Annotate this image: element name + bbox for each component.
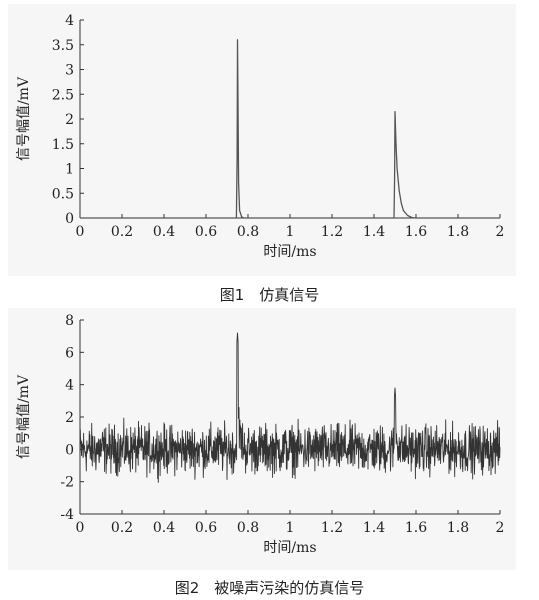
- x-tick-label: 0.2: [111, 520, 133, 536]
- x-tick-label: 0.6: [195, 520, 217, 536]
- signal-series-line: [79, 332, 501, 483]
- x-tick-label: 1: [286, 520, 295, 536]
- y-tick-label: -4: [60, 507, 74, 523]
- y-tick-label: 3.5: [52, 38, 74, 54]
- y-tick-label: 2: [65, 112, 74, 128]
- x-tick-label: 1.2: [321, 520, 343, 536]
- x-tick-label: 2: [496, 520, 505, 536]
- x-tick-label: 0: [76, 520, 85, 536]
- x-tick-label: 0.4: [153, 520, 175, 536]
- y-tick-label: 6: [65, 345, 74, 361]
- x-tick-label: 0: [76, 224, 85, 240]
- figure-2-caption: 图2 被噪声污染的仿真信号: [174, 579, 365, 597]
- y-tick-label: 0.5: [52, 186, 74, 202]
- y-tick-label: -2: [60, 475, 74, 491]
- x-tick-label: 0.8: [237, 224, 259, 240]
- x-tick-label: 1.6: [405, 520, 427, 536]
- y-tick-label: 8: [65, 313, 74, 329]
- x-tick-label: 1: [286, 224, 295, 240]
- x-tick-label: 1.4: [363, 224, 385, 240]
- y-tick-label: 0: [65, 442, 74, 458]
- x-tick-label: 0.4: [153, 224, 175, 240]
- signal-series-line: [80, 39, 500, 219]
- x-tick-label: 2: [496, 224, 505, 240]
- x-tick-label: 0.2: [111, 224, 133, 240]
- y-tick-label: 2.5: [52, 87, 74, 103]
- y-tick-label: 1.5: [52, 137, 74, 153]
- x-axis-label: 时间/ms: [263, 244, 316, 260]
- chart-panel-1: 0 0.5 1 1.5 2 2.5 3 3.5 4 0 0.2 0.4 0.6 0.8 1 1.2 1.4 1.6…: [8, 4, 516, 276]
- y-tick-label: 4: [65, 378, 74, 394]
- y-tick-label: 1: [65, 162, 74, 178]
- noisy-signal-chart: -4 -2 0 2 4 6 8 0 0.2 0.4 0.6 0.8 1 1.2 1.4 1.6 1.8 2 时间/m…: [16, 313, 505, 556]
- y-tick-label: 0: [65, 211, 74, 227]
- x-tick-label: 1.4: [363, 520, 385, 536]
- x-tick-label: 0.8: [237, 520, 259, 536]
- y-tick-label: 4: [65, 13, 74, 29]
- y-tick-label: 3: [65, 63, 74, 79]
- simulated-signal-chart: 0 0.5 1 1.5 2 2.5 3 3.5 4 0 0.2 0.4 0.6 0.8 1 1.2 1.4 1.6…: [16, 13, 505, 260]
- x-tick-label: 1.2: [321, 224, 343, 240]
- y-axis-label: 信号幅值/mV: [16, 76, 32, 161]
- x-tick-label: 0.6: [195, 224, 217, 240]
- chart-panel-2: -4 -2 0 2 4 6 8 0 0.2 0.4 0.6 0.8 1 1.2 1.4 1.6 1.8 2 时间/m…: [8, 308, 516, 570]
- y-axis-label: 信号幅值/mV: [16, 374, 32, 459]
- x-axis-label: 时间/ms: [263, 540, 316, 556]
- x-tick-label: 1.8: [447, 224, 469, 240]
- y-tick-label: 2: [65, 410, 74, 426]
- x-tick-label: 1.8: [447, 520, 469, 536]
- x-tick-label: 1.6: [405, 224, 427, 240]
- figure-1-caption: 图1 仿真信号: [219, 286, 320, 304]
